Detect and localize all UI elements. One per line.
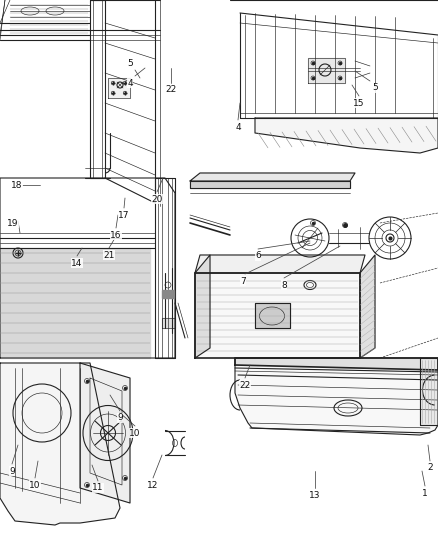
Polygon shape — [195, 255, 210, 358]
Text: 1: 1 — [422, 489, 428, 497]
Text: 22: 22 — [166, 85, 177, 94]
Text: 4: 4 — [127, 78, 133, 87]
Text: 12: 12 — [147, 481, 159, 489]
Text: 19: 19 — [7, 219, 19, 228]
Text: 18: 18 — [11, 181, 23, 190]
Polygon shape — [0, 248, 150, 358]
Text: 10: 10 — [29, 481, 41, 489]
Text: 9: 9 — [9, 466, 15, 475]
Text: 20: 20 — [151, 195, 162, 204]
Polygon shape — [235, 358, 438, 435]
Bar — [162, 290, 174, 298]
Polygon shape — [80, 363, 130, 503]
Polygon shape — [195, 255, 365, 273]
Polygon shape — [162, 318, 175, 328]
Text: 11: 11 — [92, 483, 104, 492]
Text: 5: 5 — [372, 84, 378, 93]
Text: 14: 14 — [71, 259, 83, 268]
Polygon shape — [190, 173, 355, 181]
Text: 8: 8 — [281, 280, 287, 289]
Polygon shape — [0, 363, 120, 525]
Text: 2: 2 — [427, 464, 433, 472]
Polygon shape — [235, 358, 438, 370]
Text: 16: 16 — [110, 230, 122, 239]
Polygon shape — [190, 181, 350, 188]
Polygon shape — [195, 273, 360, 358]
Polygon shape — [360, 255, 375, 358]
Text: 7: 7 — [240, 277, 246, 286]
Text: 9: 9 — [117, 414, 123, 423]
Text: 4: 4 — [235, 123, 241, 132]
Text: 6: 6 — [255, 252, 261, 261]
Polygon shape — [108, 78, 130, 98]
Text: 21: 21 — [103, 251, 115, 260]
Polygon shape — [308, 58, 345, 83]
Polygon shape — [420, 358, 438, 425]
Text: 17: 17 — [118, 211, 130, 220]
Text: 10: 10 — [129, 429, 141, 438]
Text: 13: 13 — [309, 490, 321, 499]
Polygon shape — [255, 303, 290, 328]
Polygon shape — [255, 118, 438, 153]
Text: 22: 22 — [240, 381, 251, 390]
Text: 5: 5 — [127, 59, 133, 68]
Text: 15: 15 — [353, 99, 365, 108]
